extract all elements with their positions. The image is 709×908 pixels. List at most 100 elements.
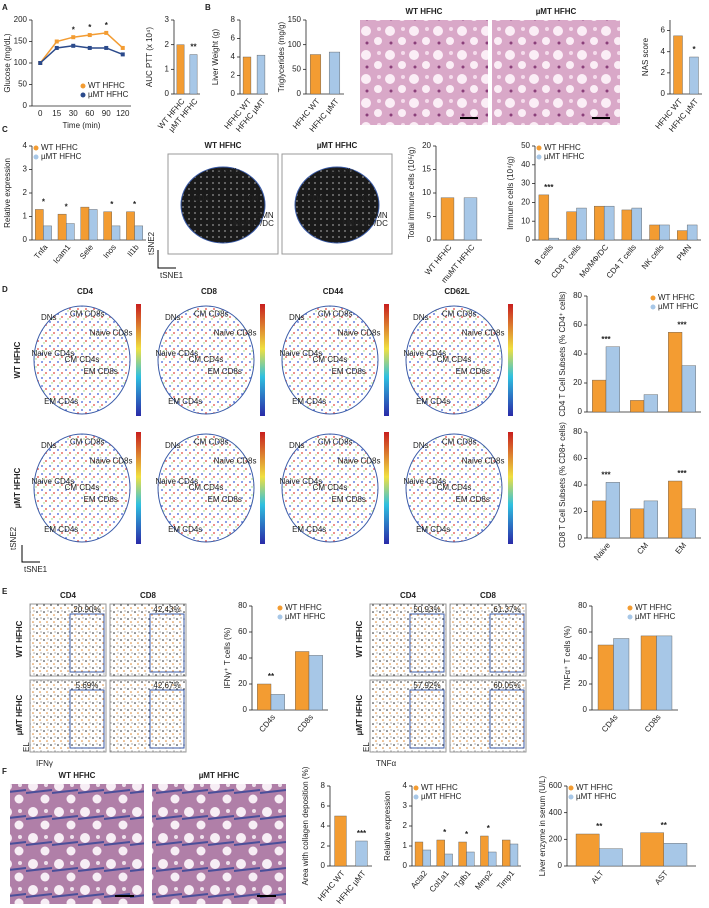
tsne-label: EM CD4s bbox=[292, 397, 326, 406]
color-bar bbox=[260, 304, 265, 416]
flow-plot bbox=[449, 679, 527, 753]
y-tick-label: 0 bbox=[578, 533, 583, 542]
row-title: µMT HFHC bbox=[15, 694, 24, 735]
y-tick-label: 0 bbox=[243, 705, 248, 714]
legend-label: WT HFHC bbox=[41, 143, 78, 152]
legend-swatch bbox=[568, 785, 574, 791]
bar bbox=[34, 209, 44, 241]
gate-percentage: 60.05% bbox=[493, 681, 520, 690]
significance: * bbox=[65, 202, 69, 211]
bar bbox=[65, 223, 75, 241]
x-tick-label: 15 bbox=[52, 109, 61, 118]
tsne-label: B cells bbox=[217, 167, 241, 176]
significance: * bbox=[465, 830, 469, 839]
significance: * bbox=[133, 200, 137, 209]
y-axis-label: Liver enzyme in serum (U/L) bbox=[538, 775, 547, 876]
tsne-label: EM CD4s bbox=[44, 525, 78, 534]
legend-swatch bbox=[568, 794, 574, 800]
flow-gate bbox=[69, 689, 105, 749]
y-tick-label: 0 bbox=[427, 235, 432, 244]
significance: * bbox=[443, 828, 447, 837]
legend-label: µMT HFHC bbox=[88, 90, 129, 99]
bar bbox=[599, 848, 623, 867]
bar bbox=[548, 237, 559, 241]
significance: * bbox=[88, 23, 92, 32]
x-tick-label: Il1b bbox=[126, 242, 142, 258]
tsne-label: CM CD4s bbox=[437, 483, 472, 492]
x-tick-label: CM bbox=[635, 541, 650, 557]
flow-gate bbox=[149, 613, 185, 673]
legend-swatch bbox=[536, 145, 542, 151]
y-axis-label: Triglycerides (mg/g) bbox=[277, 21, 286, 92]
tsne-label: CD8 bbox=[242, 194, 259, 203]
legend-label: WT HFHC bbox=[635, 603, 672, 612]
axis-label: tSNE1 bbox=[160, 271, 184, 280]
column-title: CD4 bbox=[77, 287, 94, 296]
flow-gate bbox=[409, 689, 445, 749]
tsne-heatmap bbox=[405, 433, 503, 543]
bar bbox=[643, 500, 658, 539]
marker bbox=[120, 52, 125, 57]
color-bar bbox=[508, 432, 513, 544]
legend-label: WT HFHC bbox=[421, 783, 458, 792]
legend-swatch bbox=[536, 154, 542, 160]
y-axis-label: Relative expression bbox=[383, 791, 392, 861]
legend-swatch bbox=[627, 605, 633, 611]
x-tick-label: 60 bbox=[85, 109, 94, 118]
y-tick-label: 60 bbox=[573, 320, 582, 329]
bar bbox=[594, 205, 605, 241]
x-tick-label: B cells bbox=[533, 243, 555, 267]
gate-percentage: 57.92% bbox=[413, 681, 440, 690]
tsne-label: EM CD8s bbox=[456, 495, 490, 504]
tsne-label: EM CD4s bbox=[168, 397, 202, 406]
flow-plot bbox=[449, 603, 527, 677]
tsne-label: EM CD8s bbox=[84, 367, 118, 376]
y-tick-label: 20 bbox=[238, 679, 247, 688]
axis-label: tSNE2 bbox=[9, 526, 18, 550]
x-tick-label: Acta2 bbox=[409, 868, 429, 890]
x-tick-label: AST bbox=[653, 869, 670, 887]
flow-plot bbox=[109, 603, 187, 677]
marker bbox=[120, 45, 125, 50]
y-tick-label: 150 bbox=[288, 15, 302, 24]
bar bbox=[663, 843, 688, 867]
image-title: µMT HFHC bbox=[199, 771, 240, 780]
bar bbox=[656, 635, 673, 711]
significance: *** bbox=[601, 470, 611, 479]
tsne-label: EM CD4s bbox=[292, 525, 326, 534]
legend-label: WT HFHC bbox=[576, 783, 613, 792]
y-tick-label: 200 bbox=[14, 15, 28, 24]
y-tick-label: 0 bbox=[526, 235, 531, 244]
bar bbox=[649, 224, 660, 241]
bar bbox=[592, 379, 607, 413]
gate-percentage: 5.69% bbox=[76, 681, 99, 690]
legend-swatch bbox=[80, 92, 86, 98]
tsne-label: CM CD4s bbox=[189, 483, 224, 492]
significance: * bbox=[487, 824, 491, 833]
x-tick-label: Tnfa bbox=[32, 242, 50, 260]
bar bbox=[43, 225, 52, 241]
panel-letter: B bbox=[205, 3, 211, 12]
tsne-label: CM CD8s bbox=[318, 438, 353, 447]
y-tick-label: 0 bbox=[231, 89, 236, 98]
tsne-heatmap bbox=[33, 305, 131, 415]
significance: * bbox=[692, 45, 696, 54]
y-tick-label: 60 bbox=[578, 627, 587, 636]
y-tick-label: 100 bbox=[14, 58, 28, 67]
y-tick-label: 150 bbox=[14, 37, 28, 46]
bar bbox=[605, 346, 620, 413]
bar bbox=[256, 54, 266, 95]
tsne-label: Naive CD4s bbox=[32, 477, 75, 486]
bar bbox=[681, 365, 696, 413]
tsne-heatmap bbox=[405, 305, 503, 415]
image-title: WT HFHC bbox=[406, 7, 443, 16]
tsne-label: EM CD4s bbox=[416, 525, 450, 534]
bar bbox=[686, 224, 698, 241]
column-title: CD62L bbox=[444, 287, 469, 296]
flow-gate bbox=[69, 613, 105, 673]
y-tick-label: 600 bbox=[549, 781, 563, 790]
column-title: CD4 bbox=[60, 591, 77, 600]
tsne-label: CM CD8s bbox=[70, 310, 105, 319]
flow-plot bbox=[29, 679, 107, 753]
